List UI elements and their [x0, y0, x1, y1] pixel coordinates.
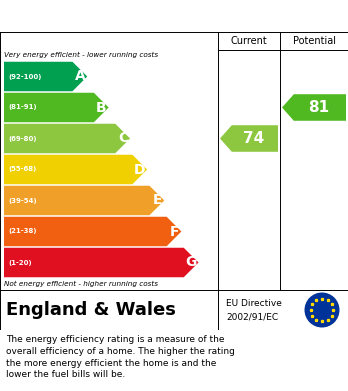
Text: E: E — [153, 194, 162, 208]
Text: Very energy efficient - lower running costs: Very energy efficient - lower running co… — [4, 52, 158, 58]
Polygon shape — [4, 93, 109, 122]
Text: (39-54): (39-54) — [8, 197, 37, 203]
Text: B: B — [96, 100, 106, 115]
Text: 2002/91/EC: 2002/91/EC — [226, 313, 278, 322]
Polygon shape — [220, 125, 278, 152]
Text: (69-80): (69-80) — [8, 136, 37, 142]
Text: (92-100): (92-100) — [8, 74, 41, 79]
Polygon shape — [4, 217, 181, 246]
Text: (81-91): (81-91) — [8, 104, 37, 111]
Text: D: D — [134, 163, 145, 176]
Text: The energy efficiency rating is a measure of the
overall efficiency of a home. T: The energy efficiency rating is a measur… — [6, 335, 235, 379]
Text: (21-38): (21-38) — [8, 228, 37, 235]
Polygon shape — [4, 186, 164, 215]
Text: 74: 74 — [243, 131, 264, 146]
Text: EU Directive: EU Directive — [226, 300, 282, 308]
Polygon shape — [4, 155, 147, 184]
Polygon shape — [4, 124, 130, 153]
Polygon shape — [282, 94, 346, 121]
Text: C: C — [118, 131, 128, 145]
Text: Energy Efficiency Rating: Energy Efficiency Rating — [8, 9, 218, 23]
Text: A: A — [74, 70, 85, 84]
Text: Current: Current — [231, 36, 267, 46]
Polygon shape — [4, 62, 87, 91]
Text: 81: 81 — [308, 100, 329, 115]
Text: (55-68): (55-68) — [8, 167, 36, 172]
Text: Not energy efficient - higher running costs: Not energy efficient - higher running co… — [4, 281, 158, 287]
Text: G: G — [185, 255, 197, 269]
Polygon shape — [4, 248, 198, 277]
Text: England & Wales: England & Wales — [6, 301, 176, 319]
Text: Potential: Potential — [293, 36, 335, 46]
Text: (1-20): (1-20) — [8, 260, 32, 265]
Circle shape — [305, 293, 339, 327]
Text: F: F — [170, 224, 179, 239]
